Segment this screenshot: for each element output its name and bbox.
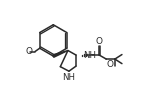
Text: O: O	[96, 37, 103, 46]
Text: O: O	[106, 60, 113, 69]
Text: O: O	[26, 47, 33, 56]
Text: NH: NH	[83, 50, 96, 60]
Text: NH: NH	[62, 73, 75, 82]
Polygon shape	[53, 50, 68, 57]
